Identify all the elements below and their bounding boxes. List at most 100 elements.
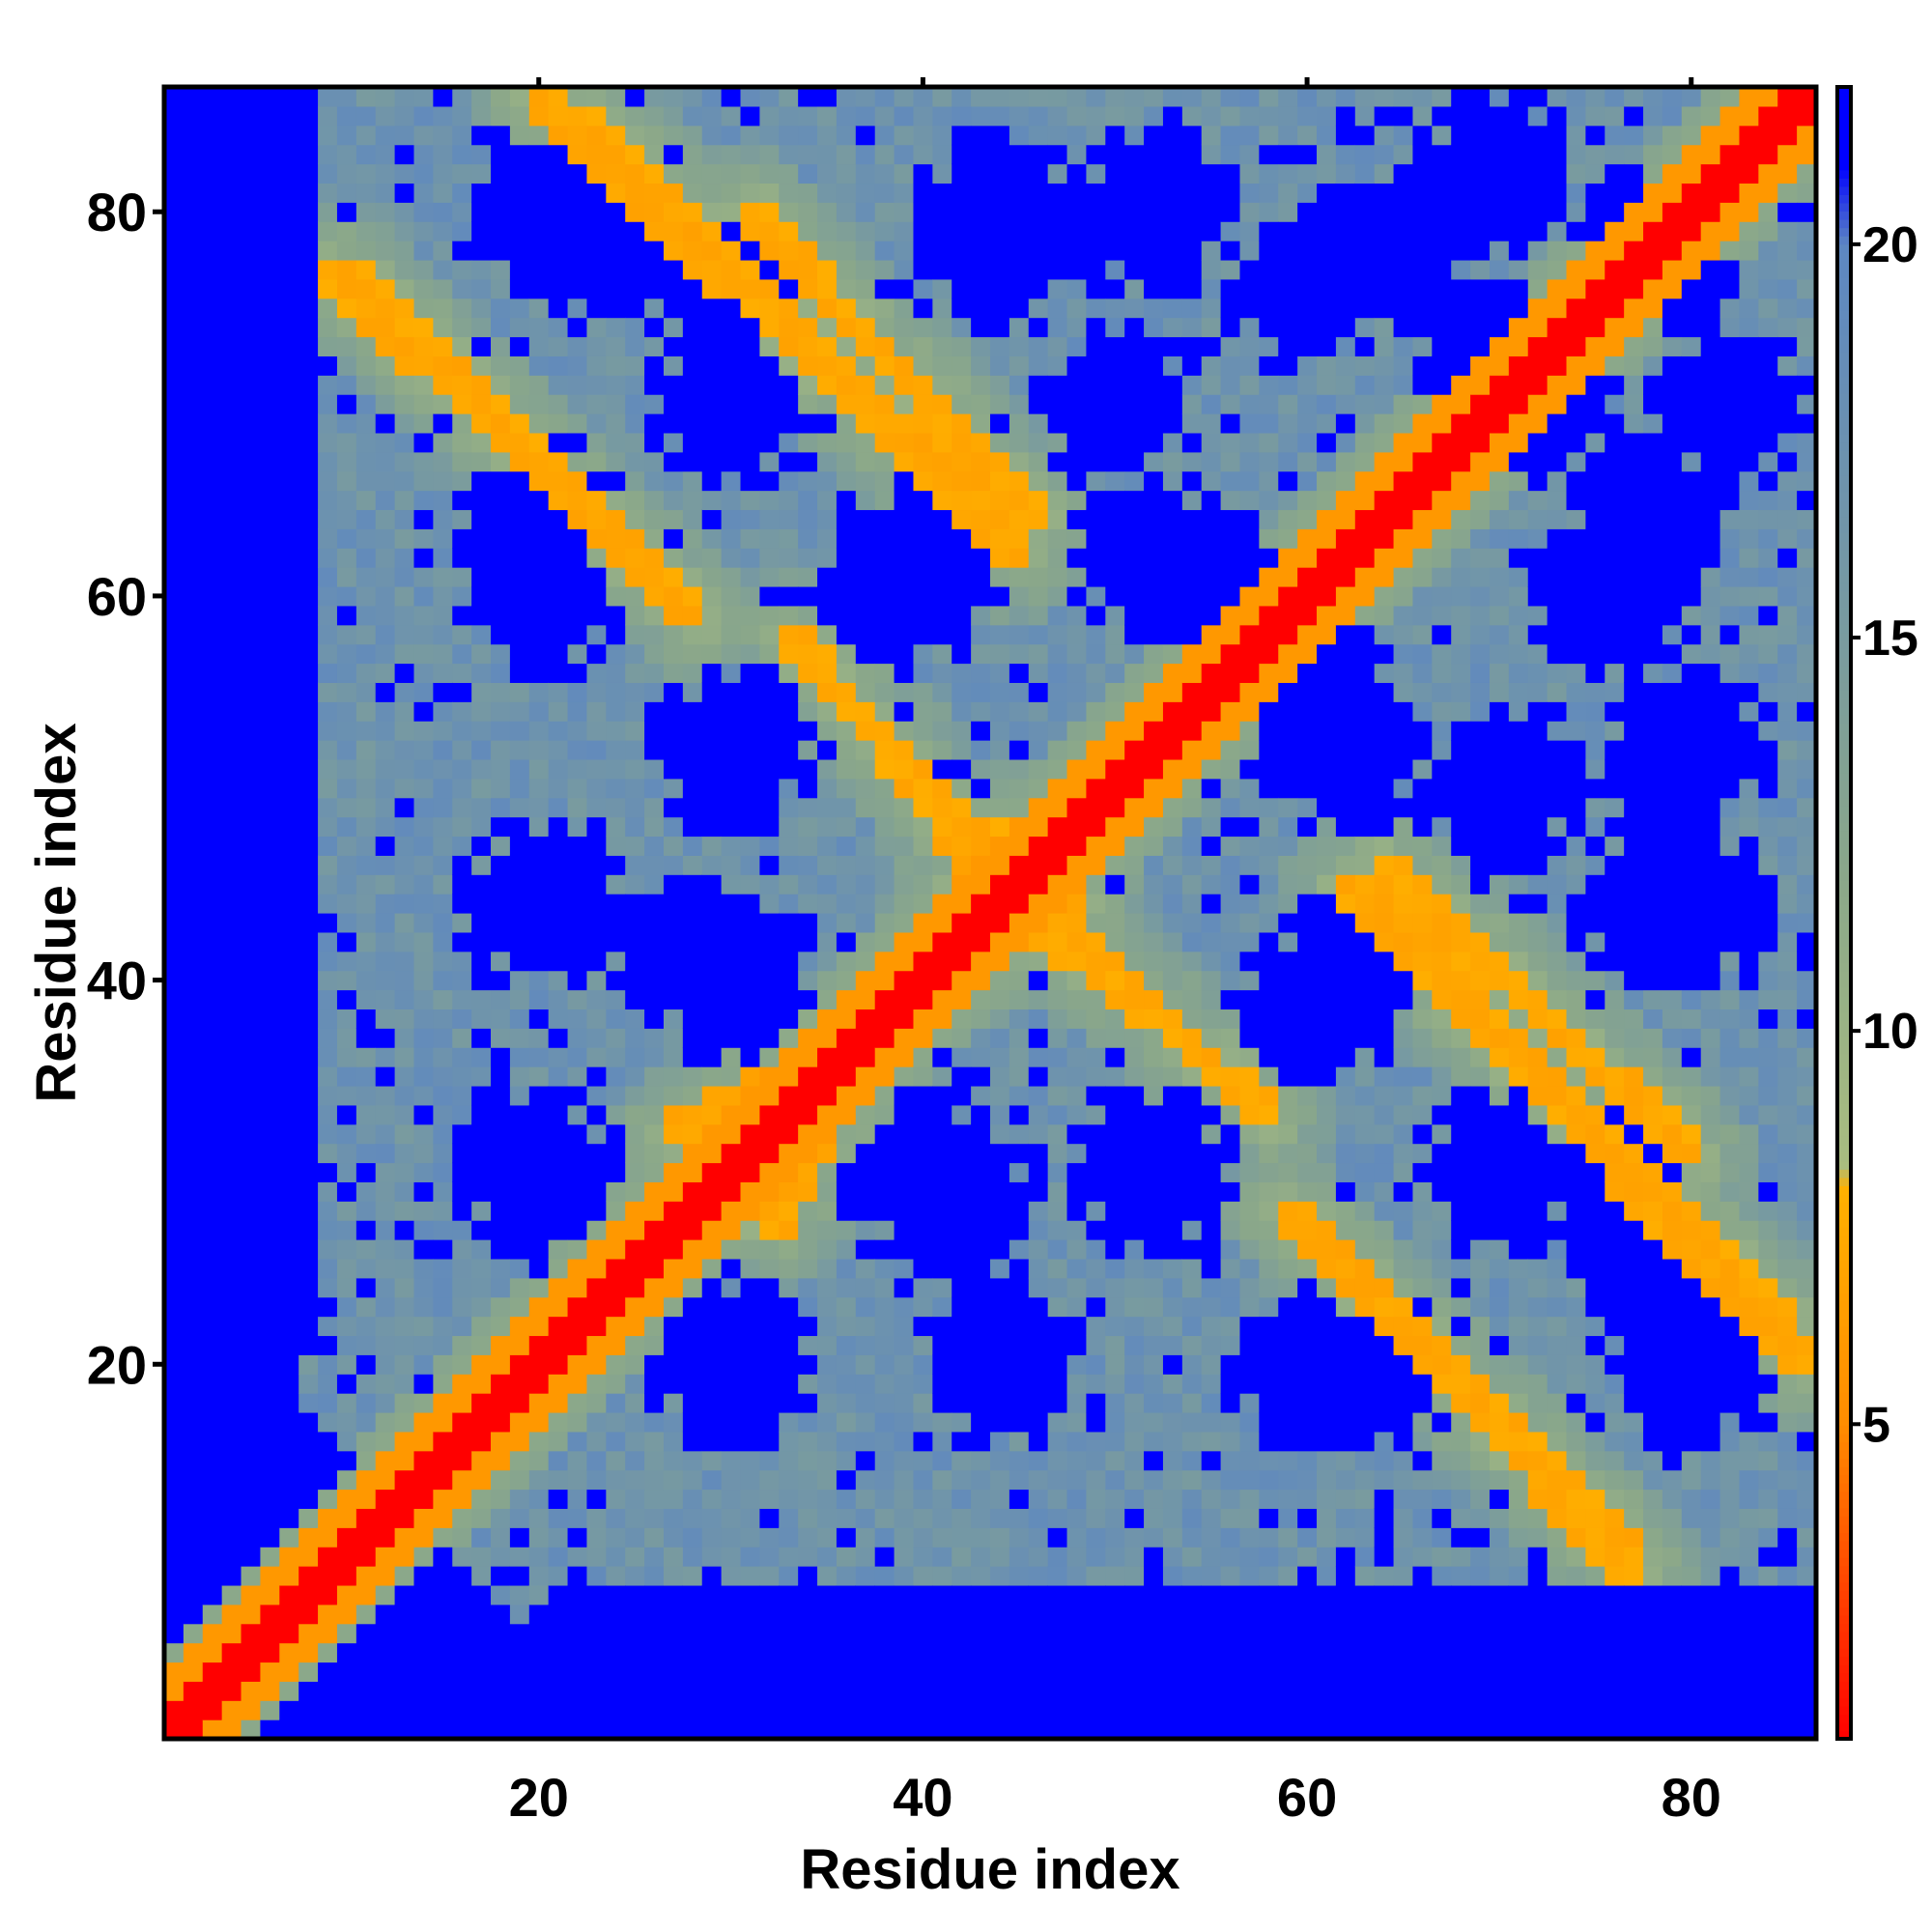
heatmap-cell (491, 87, 511, 107)
heatmap-cell (355, 1584, 377, 1605)
heatmap-cell (355, 721, 377, 741)
heatmap-cell (1239, 1700, 1260, 1720)
heatmap-cell (1220, 1181, 1241, 1202)
heatmap-cell (433, 778, 453, 799)
heatmap-cell (952, 1719, 972, 1740)
heatmap-cell (471, 1066, 492, 1087)
heatmap-cell (1201, 394, 1222, 414)
heatmap-cell (375, 1104, 396, 1125)
heatmap-cell (452, 183, 472, 203)
heatmap-cell (452, 1584, 472, 1605)
heatmap-cell (952, 913, 972, 933)
heatmap-cell (375, 1623, 396, 1644)
heatmap-cell (202, 548, 223, 568)
heatmap-cell (471, 758, 492, 780)
heatmap-cell (375, 643, 396, 665)
heatmap-cell (990, 1508, 1010, 1528)
heatmap-cell (1009, 163, 1030, 185)
heatmap-cell (241, 894, 262, 914)
heatmap-cell (990, 778, 1010, 799)
heatmap-cell (1144, 778, 1164, 799)
heatmap-cell (1144, 355, 1164, 376)
heatmap-cell (971, 125, 991, 146)
heatmap-cell (971, 221, 991, 242)
heatmap-cell (740, 1143, 760, 1164)
heatmap-cell (1181, 509, 1203, 529)
heatmap-cell (663, 432, 684, 453)
heatmap-cell (491, 1181, 511, 1202)
heatmap-cell (894, 1566, 915, 1586)
heatmap-cell (164, 1047, 185, 1067)
heatmap-cell (913, 298, 933, 319)
heatmap-cell (663, 490, 684, 511)
heatmap-cell (318, 1547, 338, 1567)
heatmap-cell (491, 1642, 511, 1663)
heatmap-cell (241, 1066, 262, 1087)
heatmap-cell (183, 125, 204, 146)
heatmap-cell (548, 1374, 569, 1394)
heatmap-cell (1220, 1220, 1241, 1240)
heatmap-cell (952, 1239, 972, 1260)
heatmap-cell (355, 931, 377, 952)
heatmap-cell (1259, 470, 1279, 492)
heatmap-cell (740, 509, 760, 529)
heatmap-cell (1239, 1316, 1260, 1337)
heatmap-cell (355, 894, 377, 914)
heatmap-cell (1259, 1393, 1279, 1413)
heatmap-cell (1105, 1604, 1125, 1625)
heatmap-cell (260, 202, 280, 222)
heatmap-cell (452, 1143, 472, 1164)
heatmap-cell (990, 1220, 1010, 1240)
heatmap-cell (298, 1508, 319, 1528)
heatmap-cell (375, 1009, 396, 1029)
heatmap-cell (586, 470, 607, 492)
heatmap-cell (701, 1258, 723, 1279)
heatmap-cell (318, 874, 338, 895)
heatmap-cell (952, 855, 972, 875)
heatmap-cell (932, 951, 952, 972)
heatmap-cell (644, 1431, 665, 1452)
heatmap-cell (625, 1277, 645, 1298)
heatmap-cell (740, 87, 760, 107)
heatmap-cell (279, 87, 299, 107)
heatmap-cell (894, 1143, 915, 1164)
heatmap-cell (759, 470, 780, 492)
heatmap-cell (836, 1335, 857, 1355)
heatmap-cell (1162, 931, 1183, 952)
heatmap-cell (644, 874, 665, 895)
heatmap-cell (491, 1681, 511, 1701)
heatmap-cell (990, 1066, 1010, 1087)
heatmap-cell (241, 1393, 262, 1413)
heatmap-cell (202, 585, 223, 607)
heatmap-cell (471, 605, 492, 626)
heatmap-cell (336, 509, 357, 529)
heatmap-cell (394, 1450, 415, 1471)
heatmap-cell (779, 221, 799, 242)
heatmap-cell (471, 202, 492, 222)
heatmap-cell (375, 951, 396, 972)
heatmap-cell (971, 1162, 991, 1182)
heatmap-cell (1201, 1143, 1222, 1164)
heatmap-cell (932, 1085, 952, 1106)
heatmap-cell (836, 970, 857, 991)
heatmap-cell (606, 1085, 626, 1106)
heatmap-cell (355, 740, 377, 760)
heatmap-cell (279, 1296, 299, 1318)
heatmap-cell (1259, 183, 1279, 203)
heatmap-cell (1105, 1123, 1125, 1145)
heatmap-cell (663, 144, 684, 165)
heatmap-cell (471, 989, 492, 1010)
heatmap-cell (1181, 317, 1203, 338)
heatmap-cell (701, 375, 723, 395)
heatmap-cell (817, 1450, 838, 1471)
heatmap-cell (336, 87, 357, 107)
heatmap-cell (663, 1277, 684, 1298)
heatmap-cell (1009, 1662, 1030, 1682)
heatmap-cell (798, 548, 818, 568)
heatmap-cell (433, 1220, 453, 1240)
heatmap-cell (336, 758, 357, 780)
heatmap-cell (413, 470, 434, 492)
heatmap-cell (990, 931, 1010, 952)
heatmap-cell (528, 1181, 550, 1202)
heatmap-cell (394, 701, 415, 722)
